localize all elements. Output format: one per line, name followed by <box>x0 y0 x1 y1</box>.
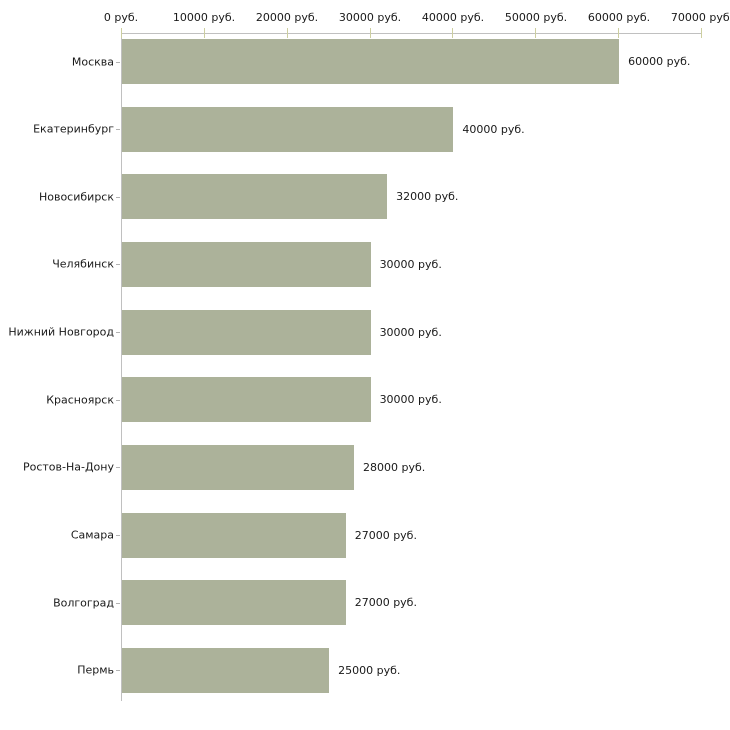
bar <box>122 174 388 220</box>
value-label: 60000 руб. <box>628 55 691 68</box>
bar <box>122 580 346 626</box>
bar <box>122 309 371 355</box>
value-label: 27000 руб. <box>354 596 417 610</box>
category-label: Пермь <box>77 663 114 677</box>
x-axis-tick-mark <box>369 28 371 38</box>
bar-row: Новосибирск 32000 руб. <box>39 174 702 220</box>
x-axis-tick-label: 30000 руб. <box>338 11 402 24</box>
x-axis-tick-mark <box>701 28 702 38</box>
bar-row: Ростов-На-Дону 28000 руб. <box>23 444 702 490</box>
value-label: 25000 руб. <box>338 663 401 677</box>
x-axis-tick-mark <box>535 28 537 38</box>
y-axis-tick-mark <box>116 196 120 198</box>
bar-row: Нижний Новгород 30000 руб. <box>8 309 702 355</box>
y-axis-tick-mark <box>116 399 120 401</box>
x-axis-tick-mark <box>452 28 454 38</box>
value-label: 30000 руб. <box>379 325 442 339</box>
y-axis-tick-mark <box>116 535 120 537</box>
category-label: Новосибирск <box>38 190 114 204</box>
y-axis-tick-mark <box>116 264 120 266</box>
category-label: Челябинск <box>52 257 114 271</box>
x-axis-tick-label: 10000 руб. <box>172 11 236 24</box>
plot-area: Москва 60000 руб. Екатеринбург 40000 руб… <box>8 28 702 701</box>
y-axis-tick-mark <box>116 670 120 672</box>
bar-row: Красноярск 30000 руб. <box>46 377 702 423</box>
x-axis-tick-mark <box>286 28 288 38</box>
bar <box>122 647 330 693</box>
y-axis-tick-mark <box>116 332 120 334</box>
x-axis-tick-label: 70000 руб. <box>670 11 730 24</box>
bar <box>122 241 371 287</box>
x-axis-tick-label: 20000 руб. <box>255 11 319 24</box>
category-label: Нижний Новгород <box>8 325 114 339</box>
y-axis-tick-mark <box>116 602 120 604</box>
category-label: Красноярск <box>46 393 114 407</box>
value-label: 27000 руб. <box>354 528 417 542</box>
x-axis-tick-mark <box>203 28 205 38</box>
x-axis-tick-label: 40000 руб. <box>421 11 485 24</box>
bar <box>122 106 454 152</box>
bar <box>122 444 354 490</box>
category-label: Волгоград <box>53 596 114 610</box>
bar-row: Самара 27000 руб. <box>71 512 702 558</box>
bar-row: Волгоград 27000 руб. <box>53 580 702 626</box>
y-axis-tick-mark <box>116 129 120 131</box>
bar-row: Пермь 25000 руб. <box>77 647 702 693</box>
category-label: Москва <box>71 55 114 68</box>
x-axis-tick-label: 50000 руб. <box>504 11 568 24</box>
x-axis-tick-label: 60000 руб. <box>587 11 651 24</box>
bar <box>122 512 346 558</box>
category-label: Екатеринбург <box>33 122 114 136</box>
x-axis-tick-label: 0 руб. <box>103 11 139 24</box>
bar-row: Челябинск 30000 руб. <box>52 241 702 287</box>
value-label: 28000 руб. <box>363 460 426 474</box>
bar-row: Москва 60000 руб. <box>72 39 702 84</box>
bar <box>122 39 620 84</box>
y-axis-tick-mark <box>116 61 120 63</box>
y-axis-tick-mark <box>116 467 120 469</box>
value-label: 30000 руб. <box>379 257 442 271</box>
category-label: Ростов-На-Дону <box>22 460 114 474</box>
value-label: 40000 руб. <box>462 122 525 136</box>
x-axis-tick-mark <box>618 28 620 38</box>
value-label: 30000 руб. <box>379 393 442 407</box>
value-label: 32000 руб. <box>396 190 459 204</box>
bar-row: Екатеринбург 40000 руб. <box>33 106 702 152</box>
x-axis: 0 руб. 10000 руб. 20000 руб. 30000 руб. … <box>104 11 730 25</box>
x-axis-tick-mark <box>121 28 122 38</box>
bar <box>122 377 371 423</box>
category-label: Самара <box>70 528 114 542</box>
